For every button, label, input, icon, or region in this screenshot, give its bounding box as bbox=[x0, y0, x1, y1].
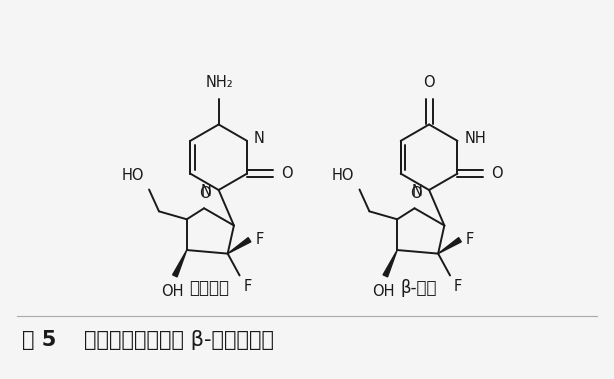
Text: 图 5: 图 5 bbox=[22, 330, 56, 350]
Text: β-尿苷: β-尿苷 bbox=[401, 279, 437, 298]
Text: NH: NH bbox=[464, 132, 486, 146]
Text: O: O bbox=[423, 75, 435, 90]
Polygon shape bbox=[383, 250, 397, 277]
Text: O: O bbox=[200, 186, 211, 201]
Text: O: O bbox=[410, 186, 421, 201]
Text: O: O bbox=[281, 166, 292, 181]
Text: N: N bbox=[411, 185, 422, 199]
Text: F: F bbox=[466, 232, 474, 247]
Polygon shape bbox=[173, 250, 187, 277]
Text: HO: HO bbox=[332, 168, 354, 183]
Text: F: F bbox=[244, 279, 252, 294]
Text: HO: HO bbox=[122, 168, 144, 183]
Text: F: F bbox=[454, 279, 462, 294]
Text: F: F bbox=[255, 232, 264, 247]
Text: NH₂: NH₂ bbox=[206, 75, 233, 90]
Text: N: N bbox=[254, 132, 265, 146]
Text: OH: OH bbox=[161, 284, 184, 299]
Polygon shape bbox=[438, 238, 461, 254]
Text: O: O bbox=[491, 166, 503, 181]
Text: 吉西他滨及其杂质 β-尿苷结构式: 吉西他滨及其杂质 β-尿苷结构式 bbox=[84, 330, 274, 350]
Text: OH: OH bbox=[372, 284, 395, 299]
Text: N: N bbox=[201, 185, 212, 199]
Text: 吉西他滨: 吉西他滨 bbox=[188, 279, 229, 298]
Polygon shape bbox=[228, 238, 251, 254]
